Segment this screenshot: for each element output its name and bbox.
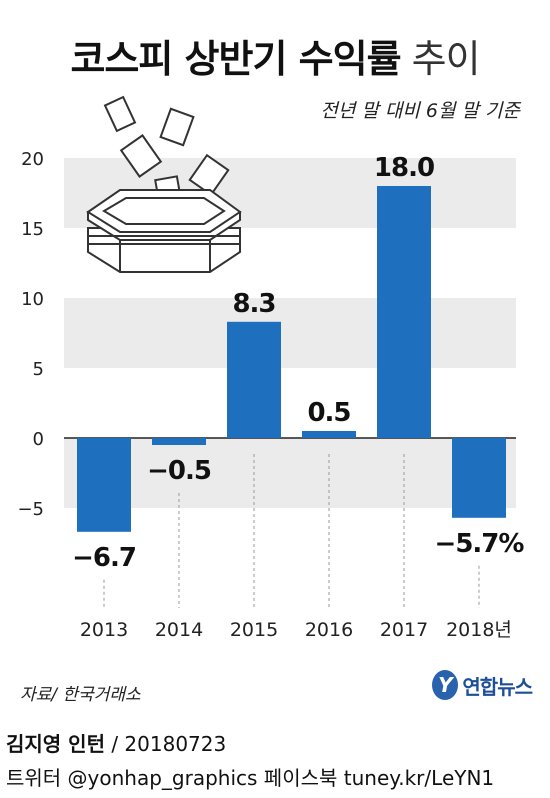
y-tick-label: 10 (21, 289, 44, 310)
value-label: −5.7% (435, 529, 525, 559)
x-tick-label: 2017 (380, 619, 428, 641)
yonhap-logo: Y 연합뉴스 (432, 670, 533, 700)
leader-lines (103, 454, 480, 608)
x-tick-label: 2013 (80, 619, 128, 641)
y-tick-label: 20 (21, 149, 44, 170)
x-tick-label: 2014 (155, 619, 203, 641)
x-tick-labels: 2013 2014 2015 2016 2017 2018년 (80, 619, 512, 641)
value-labels: −6.7 −0.5 8.3 0.5 18.0 −5.7% (72, 153, 525, 573)
y-tick-label: 0 (33, 429, 44, 450)
grid-band (64, 298, 516, 368)
yonhap-logo-text: 연합뉴스 (462, 674, 533, 699)
social-line: 트위터 @yonhap_graphics 페이스북 tuney.kr/LeYN1 (6, 766, 495, 790)
chart-title: 코스피 상반기 수익률 추이 (0, 28, 550, 83)
title-light: 추이 (411, 37, 481, 81)
credit-name: 김지영 인턴 (6, 732, 105, 756)
grid-bands (64, 158, 516, 508)
data-source: 자료/ 한국거래소 (20, 685, 141, 705)
title-bold: 코스피 상반기 수익률 (70, 37, 401, 81)
value-label: 18.0 (374, 153, 434, 183)
grid-band (64, 438, 516, 508)
bars (77, 186, 506, 532)
value-label: −6.7 (72, 543, 136, 573)
bar (377, 186, 431, 438)
x-tick-label: 2016 (305, 619, 353, 641)
y-tick-labels: 20 15 10 5 0 −5 (17, 149, 44, 520)
x-tick-label: 2015 (230, 619, 278, 641)
credit-line: 김지영 인턴 / 20180723 (6, 728, 226, 757)
bar (302, 431, 356, 438)
bar (452, 438, 506, 518)
bar (227, 321, 281, 438)
value-label: 8.3 (232, 289, 275, 319)
y-tick-label: −5 (17, 499, 44, 520)
yonhap-logo-icon: Y (432, 670, 459, 700)
chart-subtitle: 전년 말 대비 6월 말 기준 (320, 100, 520, 122)
chart-card: 코스피 상반기 수익률 추이 전년 말 대비 6월 말 기준 20 15 10 5 0−… (0, 28, 550, 705)
bar (152, 438, 206, 445)
y-tick-label: 5 (33, 359, 44, 380)
y-tick-label: 15 (21, 219, 44, 240)
value-label: 0.5 (307, 398, 350, 428)
bar (77, 438, 131, 532)
value-label: −0.5 (147, 456, 211, 486)
x-tick-label: 2018년 (446, 619, 512, 641)
credit-date: / 20180723 (104, 732, 227, 756)
stock-box-illustration (86, 95, 242, 273)
